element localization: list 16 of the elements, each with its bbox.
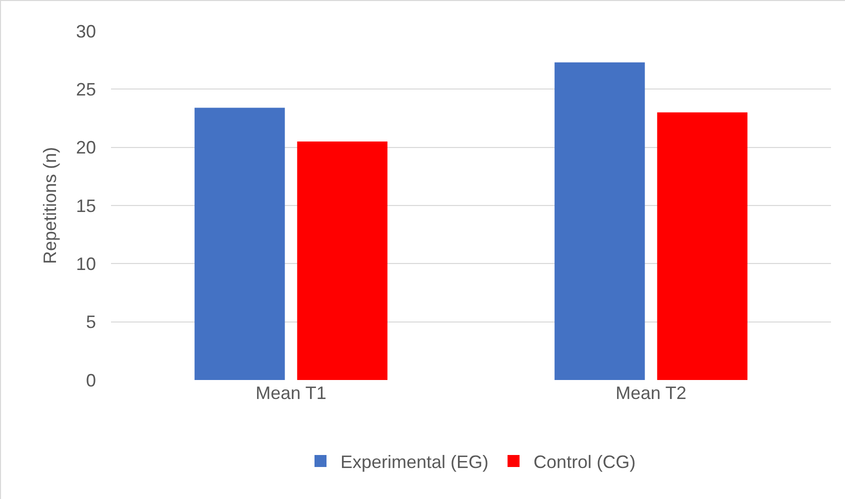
bar — [194, 108, 285, 380]
bar — [297, 142, 388, 380]
bar — [657, 112, 748, 380]
y-axis-title: Repetitions (n) — [40, 146, 60, 264]
y-tick-label: 25 — [76, 79, 96, 100]
y-tick-label: 20 — [76, 138, 96, 158]
legend-label: Experimental (EG) — [340, 452, 489, 472]
y-tick-label: 10 — [76, 254, 96, 274]
y-tick-label: 30 — [76, 21, 96, 42]
bar — [554, 62, 645, 380]
y-tick-label: 5 — [86, 312, 96, 332]
legend-label: Control (CG) — [534, 452, 636, 472]
y-tick-label: 15 — [76, 196, 96, 216]
y-tick-label: 0 — [86, 370, 96, 390]
x-tick-label: Mean T2 — [616, 383, 686, 403]
x-tick-label: Mean T1 — [256, 383, 326, 403]
